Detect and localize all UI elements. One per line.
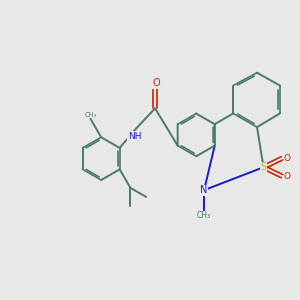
Text: CH₃: CH₃	[84, 112, 97, 118]
Text: S: S	[260, 162, 267, 172]
Text: CH₃: CH₃	[197, 212, 211, 220]
Text: NH: NH	[128, 131, 141, 140]
Text: O: O	[284, 154, 291, 163]
Text: O: O	[284, 172, 291, 181]
Text: O: O	[153, 78, 160, 88]
Text: N: N	[200, 185, 208, 195]
